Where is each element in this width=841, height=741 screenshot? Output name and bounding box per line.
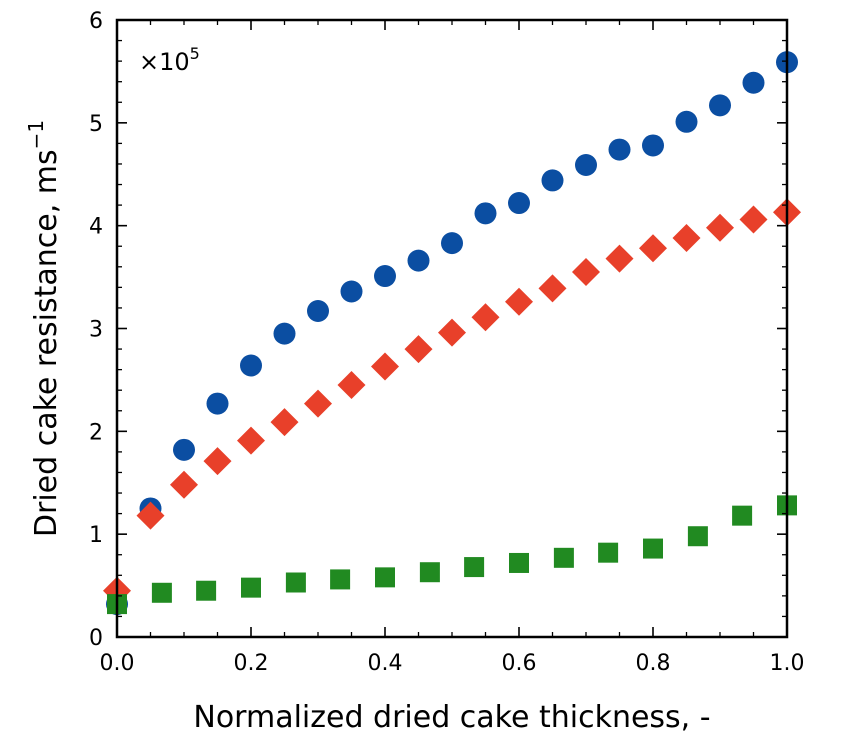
data-point-circle bbox=[273, 322, 296, 345]
data-point-circle bbox=[675, 110, 698, 133]
data-point-circle bbox=[441, 232, 463, 255]
y-axis-multiplier: ×105 bbox=[139, 44, 200, 76]
x-tick-label: 0.8 bbox=[636, 651, 671, 676]
data-point-square bbox=[419, 562, 440, 583]
y-tick-label: 2 bbox=[89, 420, 103, 445]
x-tick-label: 0.0 bbox=[100, 651, 135, 676]
data-point-square bbox=[553, 547, 574, 568]
x-tick-label: 0.4 bbox=[368, 651, 403, 676]
data-point-diamond bbox=[572, 257, 600, 286]
x-tick-label: 1.0 bbox=[770, 651, 805, 676]
data-point-square bbox=[732, 505, 753, 526]
y-tick-label: 3 bbox=[89, 318, 103, 343]
data-point-diamond bbox=[304, 389, 332, 418]
y-tick-label: 5 bbox=[89, 112, 103, 137]
data-point-square bbox=[151, 582, 172, 603]
data-point-diamond bbox=[371, 352, 399, 381]
data-point-square bbox=[375, 567, 395, 588]
data-point-circle bbox=[374, 265, 396, 288]
axis-ticks: 0.0 0.2 0.4 0.6 0.8 1.0 0 1 2 3 4 5 6 bbox=[89, 9, 805, 676]
y-tick-label: 6 bbox=[89, 9, 103, 34]
y-axis-title-superscript: −1 bbox=[24, 120, 48, 149]
data-point-square bbox=[241, 577, 261, 598]
data-point-square bbox=[285, 572, 306, 593]
data-point-square bbox=[509, 552, 529, 573]
data-point-circle bbox=[240, 354, 262, 377]
data-point-diamond bbox=[505, 287, 533, 316]
data-point-diamond bbox=[739, 205, 768, 234]
data-point-diamond bbox=[237, 426, 265, 455]
data-point-diamond bbox=[605, 244, 634, 273]
data-point-diamond bbox=[203, 447, 232, 476]
data-point-diamond bbox=[706, 213, 734, 242]
data-point-circle bbox=[508, 192, 530, 215]
data-point-circle bbox=[608, 138, 631, 161]
data-point-diamond bbox=[404, 335, 433, 364]
data-point-circle bbox=[206, 392, 229, 415]
data-point-square bbox=[598, 542, 619, 563]
data-point-circle bbox=[541, 169, 564, 192]
data-point-circle bbox=[742, 71, 765, 94]
multiplier-exponent: 5 bbox=[190, 44, 200, 63]
x-tick-label: 0.2 bbox=[234, 651, 269, 676]
data-point-diamond bbox=[538, 274, 567, 303]
data-point-circle bbox=[307, 300, 329, 323]
data-point-square bbox=[196, 580, 217, 601]
y-tick-label: 1 bbox=[89, 523, 103, 548]
data-point-square bbox=[687, 526, 708, 547]
data-point-circle bbox=[340, 280, 363, 303]
data-point-diamond bbox=[639, 234, 667, 263]
data-point-circle bbox=[575, 153, 597, 176]
x-tick-label: 0.6 bbox=[502, 651, 537, 676]
data-point-circle bbox=[642, 134, 664, 157]
multiplier-base: ×10 bbox=[139, 48, 190, 76]
data-point-diamond bbox=[471, 303, 500, 332]
data-point-circle bbox=[407, 249, 430, 272]
data-point-square bbox=[330, 569, 351, 590]
data-point-diamond bbox=[672, 224, 701, 253]
data-point-diamond bbox=[136, 501, 165, 530]
data-point-square bbox=[643, 538, 663, 559]
data-point-circle bbox=[173, 438, 195, 461]
data-point-circle bbox=[474, 202, 497, 225]
y-axis-title: Dried cake resistance, ms−1 bbox=[24, 120, 64, 537]
y-tick-label: 4 bbox=[89, 215, 103, 240]
data-marks bbox=[103, 51, 801, 616]
data-point-diamond bbox=[337, 371, 366, 400]
data-point-square bbox=[464, 557, 485, 578]
x-axis-title: Normalized dried cake thickness, - bbox=[193, 700, 710, 735]
y-tick-label: 0 bbox=[89, 626, 103, 651]
y-axis-title-text: Dried cake resistance, ms bbox=[29, 149, 64, 537]
data-point-diamond bbox=[270, 408, 299, 437]
data-point-circle bbox=[709, 94, 731, 117]
data-point-diamond bbox=[170, 470, 198, 499]
data-point-diamond bbox=[438, 318, 466, 347]
